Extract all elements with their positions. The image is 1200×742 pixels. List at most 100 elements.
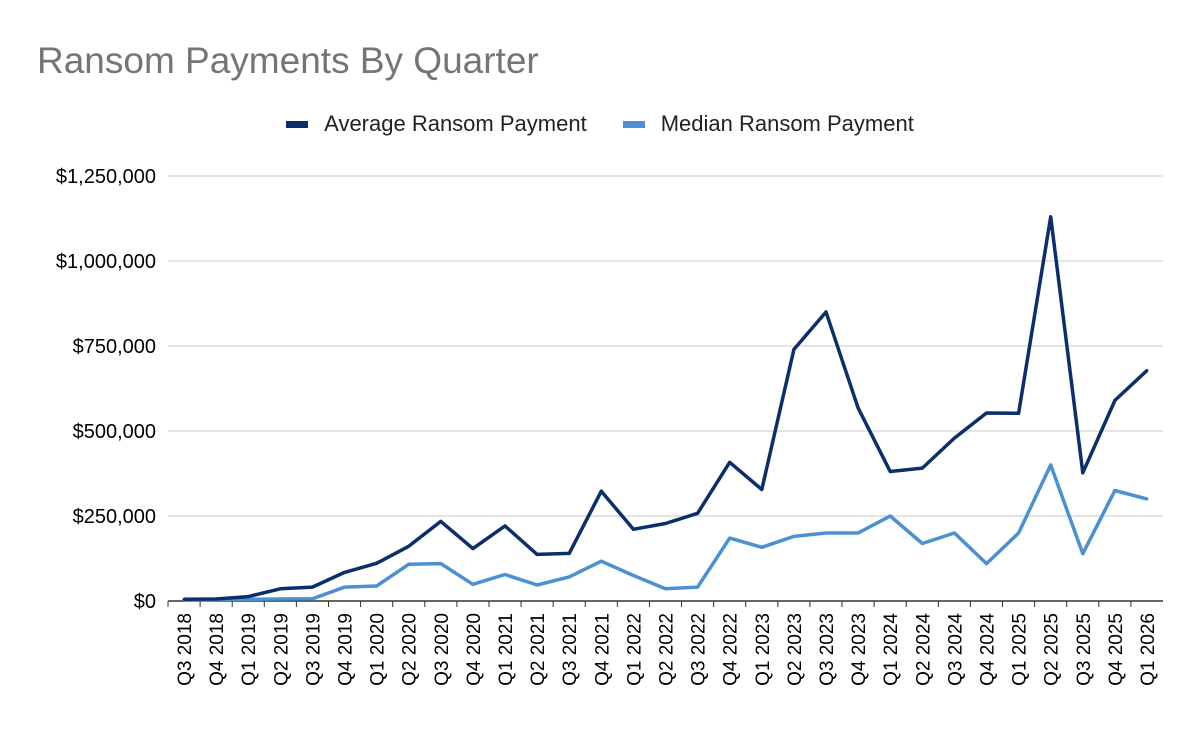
data-point-median (920, 542, 924, 546)
data-point-average (375, 561, 379, 565)
data-point-average (952, 436, 956, 440)
x-tick-label: Q2 2021 (528, 613, 549, 686)
data-point-average (214, 597, 218, 601)
data-point-median (792, 534, 796, 538)
data-point-median (310, 597, 314, 601)
data-point-average (599, 489, 603, 493)
x-tick-label: Q4 2025 (1106, 613, 1127, 686)
x-tick-label: Q2 2020 (400, 613, 421, 686)
data-point-median (567, 575, 571, 579)
series-line-average (183, 215, 1149, 602)
x-tick-label: Q2 2019 (271, 613, 292, 686)
y-axis-ticks: $0 $250,000 $500,000 $750,000 $1,000,000 $1,2… (56, 166, 156, 613)
data-point-median (888, 514, 892, 518)
data-point-average (1113, 398, 1117, 402)
data-point-median (599, 559, 603, 563)
data-point-average (856, 406, 860, 410)
x-tick-label: Q3 2022 (689, 613, 710, 686)
data-point-average (471, 547, 475, 551)
data-point-median (375, 584, 379, 588)
data-point-average (984, 411, 988, 415)
y-tick-label: $250,000 (73, 506, 156, 528)
series-lines (182, 215, 1149, 602)
data-point-median (1017, 531, 1021, 535)
data-point-average (760, 487, 764, 491)
data-point-median (278, 597, 282, 601)
legend-swatch-average (286, 120, 309, 128)
data-point-median (728, 536, 732, 540)
data-point-average (182, 597, 186, 601)
data-point-median (439, 562, 443, 566)
x-tick-label: Q3 2023 (817, 613, 838, 686)
x-tick-label: Q4 2022 (721, 613, 742, 686)
data-point-average (439, 519, 443, 523)
data-point-average (503, 524, 507, 528)
data-point-median (407, 562, 411, 566)
data-point-median (856, 531, 860, 535)
data-point-median (1145, 497, 1149, 501)
x-tick-label: Q2 2023 (785, 613, 806, 686)
legend-item-average: Average Ransom Payment (286, 111, 587, 137)
legend-swatch-median (622, 120, 645, 128)
data-point-average (728, 460, 732, 464)
data-point-average (535, 552, 539, 556)
data-point-median (631, 574, 635, 577)
data-point-median (1049, 463, 1053, 467)
x-tick-label: Q4 2018 (207, 613, 228, 686)
data-point-median (696, 585, 700, 589)
x-tick-label: Q4 2021 (592, 613, 613, 686)
data-point-median (824, 531, 828, 535)
data-point-average (920, 466, 924, 470)
x-tick-label: Q4 2024 (977, 613, 998, 686)
data-point-average (824, 310, 828, 314)
data-point-average (1081, 471, 1085, 475)
x-tick-label: Q3 2019 (303, 613, 324, 686)
chart-title: Ransom Payments By Quarter (37, 40, 539, 81)
x-tick-label: Q2 2024 (913, 613, 934, 686)
x-tick-label: Q3 2021 (560, 613, 581, 686)
data-point-average (888, 469, 892, 473)
data-point-median (760, 545, 764, 549)
data-point-average (792, 347, 796, 351)
data-point-median (1081, 552, 1085, 556)
x-tick-label: Q1 2020 (368, 613, 389, 686)
data-point-average (1049, 215, 1053, 219)
x-tick-label: Q2 2022 (657, 613, 678, 686)
chart-legend: Average Ransom Payment Median Ransom Pay… (0, 111, 1200, 137)
data-point-median (343, 585, 347, 589)
y-tick-label: $500,000 (73, 421, 156, 443)
y-tick-label: $750,000 (73, 336, 156, 358)
data-point-median (503, 572, 507, 576)
data-point-median (1113, 489, 1117, 492)
data-point-median (984, 562, 988, 566)
x-tick-label: Q3 2025 (1074, 613, 1095, 686)
y-tick-label: $0 (134, 591, 156, 613)
legend-item-median: Median Ransom Payment (622, 111, 914, 137)
data-point-average (1017, 411, 1021, 415)
data-point-average (696, 511, 700, 515)
data-point-average (310, 585, 314, 589)
data-point-average (407, 544, 411, 548)
x-tick-label: Q1 2021 (496, 613, 517, 686)
data-point-average (343, 570, 347, 574)
x-tick-label: Q3 2020 (432, 613, 453, 686)
data-point-average (631, 527, 635, 531)
data-point-median (246, 597, 250, 601)
data-point-median (664, 587, 667, 591)
data-point-average (664, 521, 667, 525)
x-tick-label: Q1 2024 (881, 613, 902, 686)
data-point-median (952, 531, 956, 535)
x-tick-label: Q3 2018 (175, 613, 196, 686)
data-point-average (278, 587, 282, 591)
y-tick-label: $1,000,000 (56, 251, 156, 273)
data-point-median (535, 583, 539, 587)
x-tick-label: Q2 2025 (1042, 613, 1063, 686)
y-tick-label: $1,250,000 (56, 166, 156, 188)
x-tick-label: Q3 2024 (945, 613, 966, 686)
x-tick-label: Q4 2023 (849, 613, 870, 686)
data-point-average (1145, 368, 1149, 372)
x-tick-label: Q1 2019 (239, 613, 260, 686)
x-axis-ticks: Q3 2018 Q4 2018 Q1 2019 Q2 2019 Q3 2019 Q4 20… (167, 601, 1159, 686)
legend-label-median: Median Ransom Payment (660, 111, 914, 136)
